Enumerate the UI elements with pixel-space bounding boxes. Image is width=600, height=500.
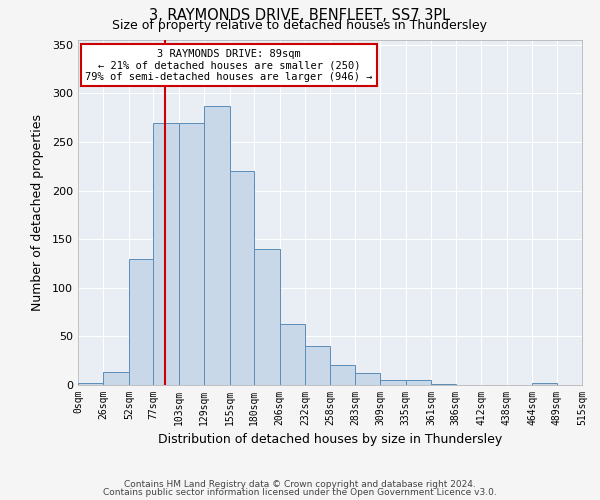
Bar [154, 122, 179, 385]
Bar [431, 384, 456, 385]
Bar [305, 346, 331, 385]
Bar [103, 372, 129, 385]
Bar [129, 258, 154, 385]
Bar [254, 249, 280, 385]
Bar [280, 324, 305, 385]
X-axis label: Distribution of detached houses by size in Thundersley: Distribution of detached houses by size … [158, 434, 502, 446]
Bar [78, 383, 103, 385]
Text: 3, RAYMONDS DRIVE, BENFLEET, SS7 3PL: 3, RAYMONDS DRIVE, BENFLEET, SS7 3PL [149, 8, 451, 22]
Bar [532, 383, 557, 385]
Text: Size of property relative to detached houses in Thundersley: Size of property relative to detached ho… [113, 18, 487, 32]
Bar [331, 364, 355, 385]
Text: 3 RAYMONDS DRIVE: 89sqm
← 21% of detached houses are smaller (250)
79% of semi-d: 3 RAYMONDS DRIVE: 89sqm ← 21% of detache… [85, 48, 373, 82]
Y-axis label: Number of detached properties: Number of detached properties [31, 114, 44, 311]
Bar [355, 374, 380, 385]
Bar [204, 106, 230, 385]
Bar [179, 122, 204, 385]
Text: Contains HM Land Registry data © Crown copyright and database right 2024.: Contains HM Land Registry data © Crown c… [124, 480, 476, 489]
Bar [406, 380, 431, 385]
Bar [380, 380, 406, 385]
Bar [230, 171, 254, 385]
Text: Contains public sector information licensed under the Open Government Licence v3: Contains public sector information licen… [103, 488, 497, 497]
